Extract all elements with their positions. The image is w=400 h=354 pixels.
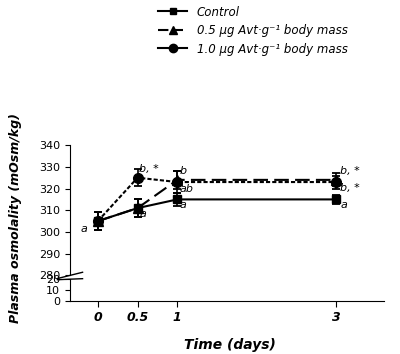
Text: a: a — [340, 200, 347, 211]
Text: Time (days): Time (days) — [184, 338, 276, 352]
Text: Plasma osmolality (mOsm/kg): Plasma osmolality (mOsm/kg) — [10, 113, 22, 323]
Text: ab: ab — [180, 184, 194, 194]
Legend: Control, 0.5 μg Avt·g⁻¹ body mass, 1.0 μg Avt·g⁻¹ body mass: Control, 0.5 μg Avt·g⁻¹ body mass, 1.0 μ… — [158, 6, 348, 56]
Text: a: a — [139, 209, 146, 219]
Text: b, *: b, * — [139, 165, 159, 175]
Text: a: a — [80, 224, 87, 234]
Text: b: b — [180, 166, 187, 176]
Text: b, *: b, * — [340, 166, 360, 176]
Text: b, *: b, * — [340, 183, 360, 193]
Text: a: a — [180, 200, 186, 211]
